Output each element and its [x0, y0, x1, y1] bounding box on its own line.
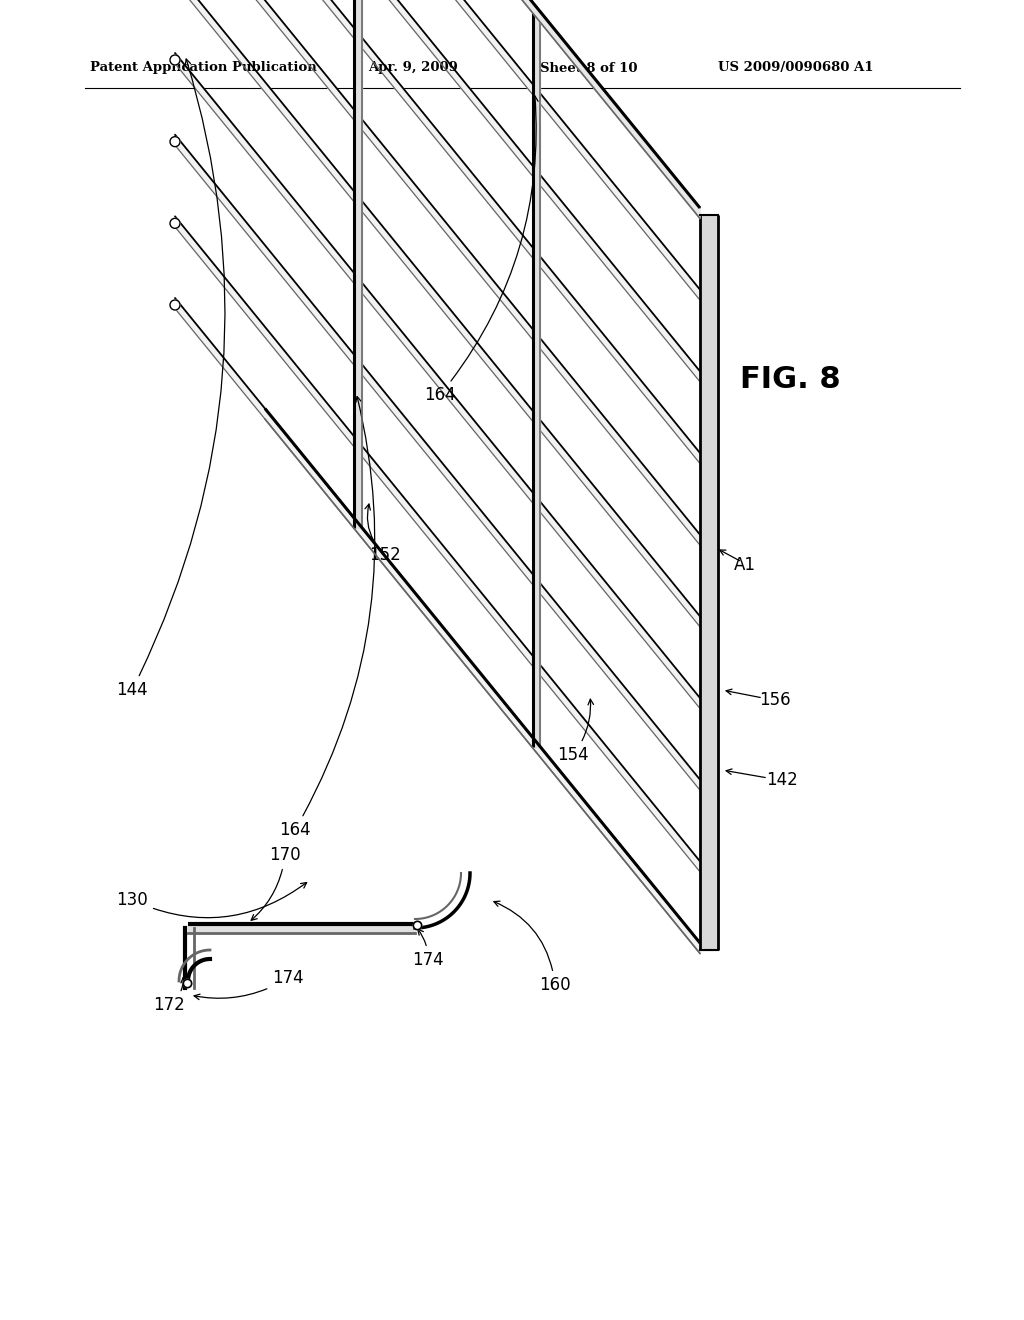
- Text: Patent Application Publication: Patent Application Publication: [90, 62, 316, 74]
- Text: A1: A1: [734, 556, 756, 574]
- Text: 156: 156: [759, 690, 791, 709]
- Text: 160: 160: [494, 902, 570, 994]
- Text: 164: 164: [424, 96, 538, 404]
- Polygon shape: [175, 0, 700, 219]
- Text: 172: 172: [154, 977, 186, 1014]
- Polygon shape: [175, 53, 700, 709]
- Text: US 2009/0090680 A1: US 2009/0090680 A1: [718, 62, 873, 74]
- Polygon shape: [175, 0, 700, 381]
- Polygon shape: [175, 0, 700, 219]
- Text: Apr. 9, 2009: Apr. 9, 2009: [368, 62, 458, 74]
- Text: 144: 144: [117, 59, 225, 700]
- Text: 142: 142: [766, 771, 798, 789]
- Polygon shape: [175, 216, 700, 871]
- Text: FIG. 8: FIG. 8: [739, 366, 841, 395]
- Polygon shape: [175, 0, 700, 627]
- Text: 174: 174: [195, 969, 304, 999]
- Text: Sheet 8 of 10: Sheet 8 of 10: [540, 62, 638, 74]
- Text: 174: 174: [413, 929, 443, 969]
- Circle shape: [170, 137, 180, 147]
- Polygon shape: [175, 135, 700, 791]
- Text: 130: 130: [117, 883, 306, 917]
- Circle shape: [170, 55, 180, 65]
- Polygon shape: [175, 298, 700, 953]
- Text: 154: 154: [557, 700, 594, 764]
- Polygon shape: [175, 0, 700, 463]
- Circle shape: [170, 300, 180, 310]
- Text: 164: 164: [280, 396, 375, 840]
- Text: 152: 152: [365, 504, 400, 564]
- Polygon shape: [175, 0, 700, 300]
- Text: 170: 170: [251, 846, 301, 920]
- Circle shape: [170, 218, 180, 228]
- Polygon shape: [175, 0, 700, 545]
